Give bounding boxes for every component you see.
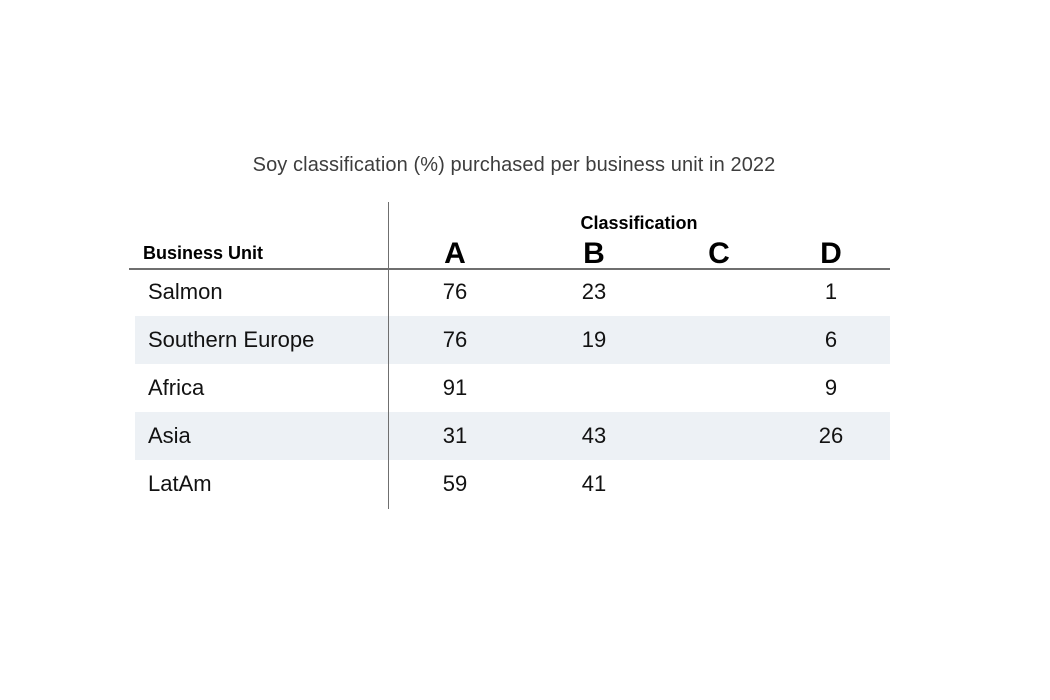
column-divider xyxy=(387,202,389,509)
row-label: Southern Europe xyxy=(148,327,315,352)
table-row: Asia 31 43 26 xyxy=(135,412,890,460)
row-label: LatAm xyxy=(148,471,212,496)
table-row: Salmon 76 23 1 xyxy=(135,268,890,316)
row-header-label: Business Unit xyxy=(143,243,264,263)
column-headers: A B C D xyxy=(388,234,890,268)
cell-a: 76 xyxy=(442,327,468,352)
table-header: Business Unit Classification A B C D xyxy=(129,200,890,270)
row-label: Salmon xyxy=(148,279,223,304)
cell-a: 31 xyxy=(442,423,468,448)
soy-classification-table: Business Unit Classification A B C D Sal… xyxy=(129,200,890,509)
cell-b: 41 xyxy=(581,471,607,496)
cell-a: 76 xyxy=(442,279,468,304)
header-rule xyxy=(129,268,890,270)
chart-title: Soy classification (%) purchased per bus… xyxy=(252,154,776,176)
cell-d: 26 xyxy=(818,423,844,448)
cell-b: 19 xyxy=(581,327,607,352)
cell-b: 43 xyxy=(581,423,607,448)
cell-b: 23 xyxy=(581,279,607,304)
column-header-b: B xyxy=(583,236,605,270)
cell-a: 59 xyxy=(442,471,468,496)
column-header-c: C xyxy=(708,236,730,270)
table-body: Salmon 76 23 1 Southern Europe 76 19 6 A… xyxy=(135,268,890,508)
column-header-d: D xyxy=(820,236,842,270)
table-row: Africa 91 9 xyxy=(135,364,890,412)
row-label: Africa xyxy=(148,375,205,400)
column-header-a: A xyxy=(444,236,466,270)
cell-a: 91 xyxy=(442,375,468,400)
table-row: Southern Europe 76 19 6 xyxy=(135,316,890,364)
column-group-label: Classification xyxy=(580,213,698,233)
row-label: Asia xyxy=(148,423,191,448)
cell-d: 6 xyxy=(824,327,838,352)
cell-d: 9 xyxy=(824,375,838,400)
cell-d: 1 xyxy=(824,279,838,304)
table-row: LatAm 59 41 xyxy=(135,460,890,508)
